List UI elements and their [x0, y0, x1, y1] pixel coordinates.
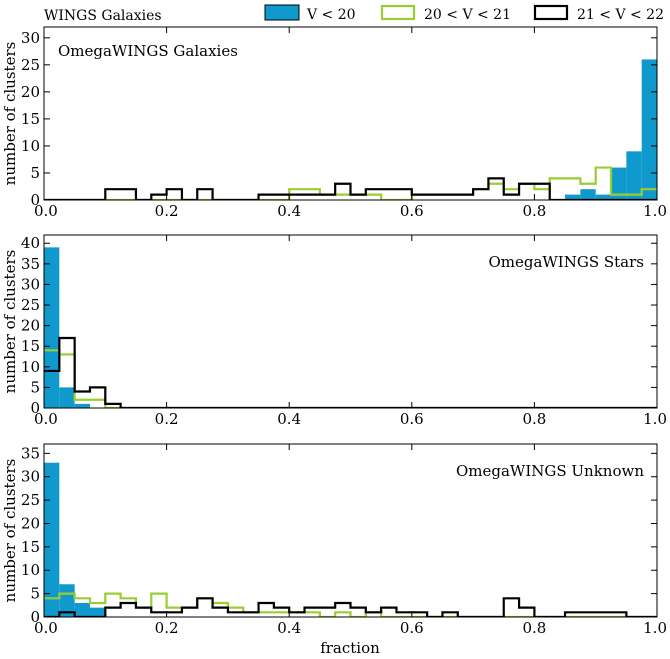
y-tick-label: 0	[30, 399, 40, 417]
legend-swatch	[264, 4, 300, 21]
y-tick-label: 0	[30, 191, 40, 209]
x-tick-label: 0.0	[34, 619, 58, 637]
x-tick-label: 0.0	[34, 410, 58, 428]
x-tick-label: 0.6	[400, 619, 424, 637]
legend-item-1: V < 20	[264, 4, 356, 23]
bar-3-0-1	[59, 584, 75, 617]
y-tick-label: 15	[21, 110, 40, 128]
y-axis-label: number of clusters	[1, 250, 19, 394]
panel-annotation: OmegaWINGS Galaxies	[58, 42, 238, 60]
legend-label: 21 < V < 22	[577, 7, 664, 23]
x-tick-label: 1.0	[643, 619, 667, 637]
y-tick-label: 0	[30, 608, 40, 626]
bar-2-0-2	[74, 403, 90, 408]
x-tick-label: 0.8	[522, 202, 546, 220]
bar-3-0-3	[89, 607, 106, 617]
figure-title: WINGS Galaxies	[44, 8, 162, 24]
bar-1-0-34	[565, 194, 581, 200]
y-tick-label: 20	[21, 317, 40, 335]
y-tick-label: 20	[21, 514, 40, 532]
y-tick-label: 25	[21, 491, 40, 509]
legend-bar: WINGS Galaxies V < 20 20 < V < 21 21 < V <…	[44, 4, 664, 24]
x-tick-label: 0.0	[34, 202, 58, 220]
legend-item-3: 21 < V < 22	[533, 4, 664, 23]
panel-annotation: OmegaWINGS Unknown	[456, 462, 644, 480]
axes-frame	[43, 443, 658, 618]
axes-frame	[43, 26, 658, 201]
bar-1-0-38	[626, 151, 642, 200]
y-axis-label: number of clusters	[1, 459, 19, 603]
step-line-1-2	[44, 177, 657, 200]
y-axis-label: number of clusters	[1, 42, 19, 186]
y-tick-label: 15	[21, 538, 40, 556]
panel-annotation: OmegaWINGS Stars	[488, 253, 644, 271]
y-tick-label: 30	[21, 468, 40, 486]
x-tick-label: 0.4	[277, 410, 301, 428]
x-tick-label: 1.0	[643, 410, 667, 428]
legend-swatch	[380, 4, 416, 21]
y-tick-label: 10	[21, 137, 40, 155]
plot-area	[44, 59, 657, 200]
x-tick-label: 0.2	[155, 410, 179, 428]
y-tick-label: 35	[21, 255, 40, 273]
x-tick-label: 0.6	[400, 202, 424, 220]
legend-label: 20 < V < 21	[424, 7, 511, 23]
x-tick-label: 0.4	[277, 202, 301, 220]
legend-item-2: 20 < V < 21	[380, 4, 511, 23]
x-tick-label: 1.0	[643, 202, 667, 220]
x-tick-label: 0.2	[155, 202, 179, 220]
y-tick-label: 5	[30, 585, 40, 603]
y-tick-label: 5	[30, 378, 40, 396]
bar-1-0-35	[580, 189, 596, 200]
x-tick-label: 0.6	[400, 410, 424, 428]
legend-label: V < 20	[306, 7, 356, 23]
bar-2-0-0	[44, 247, 60, 408]
plot-area	[44, 247, 657, 408]
x-tick-label: 0.8	[522, 619, 546, 637]
y-tick-label: 5	[30, 164, 40, 182]
y-tick-label: 15	[21, 337, 40, 355]
bar-3-0-2	[74, 602, 90, 617]
plot-area	[44, 462, 657, 617]
bar-1-0-36	[595, 194, 612, 200]
y-tick-label: 35	[21, 444, 40, 462]
y-tick-label: 25	[21, 56, 40, 74]
axes-frame	[43, 234, 658, 409]
x-axis-label: fraction	[320, 639, 380, 657]
step-line-1-1	[44, 166, 657, 200]
y-tick-label: 20	[21, 83, 40, 101]
x-tick-label: 0.2	[155, 619, 179, 637]
legend-swatch	[533, 4, 569, 21]
step-line-2-1	[44, 349, 657, 408]
y-tick-label: 30	[21, 275, 40, 293]
y-tick-label: 10	[21, 358, 40, 376]
bar-1-0-37	[611, 167, 627, 200]
bar-1-0-39	[641, 59, 657, 200]
panel-2: 0.0 0.2 0.4 0.6 0.8 1.0 0 5 10 15 20 25 30 35 40number…	[1, 234, 667, 428]
step-line-2-2	[44, 336, 657, 408]
step-line-3-2	[44, 597, 657, 617]
bar-2-0-1	[59, 387, 75, 408]
y-tick-label: 25	[21, 296, 40, 314]
y-tick-label: 40	[21, 234, 40, 252]
x-tick-label: 0.8	[522, 410, 546, 428]
x-tick-label: 0.4	[277, 619, 301, 637]
y-tick-label: 30	[21, 29, 40, 47]
y-tick-label: 10	[21, 561, 40, 579]
bar-3-0-0	[44, 462, 60, 617]
